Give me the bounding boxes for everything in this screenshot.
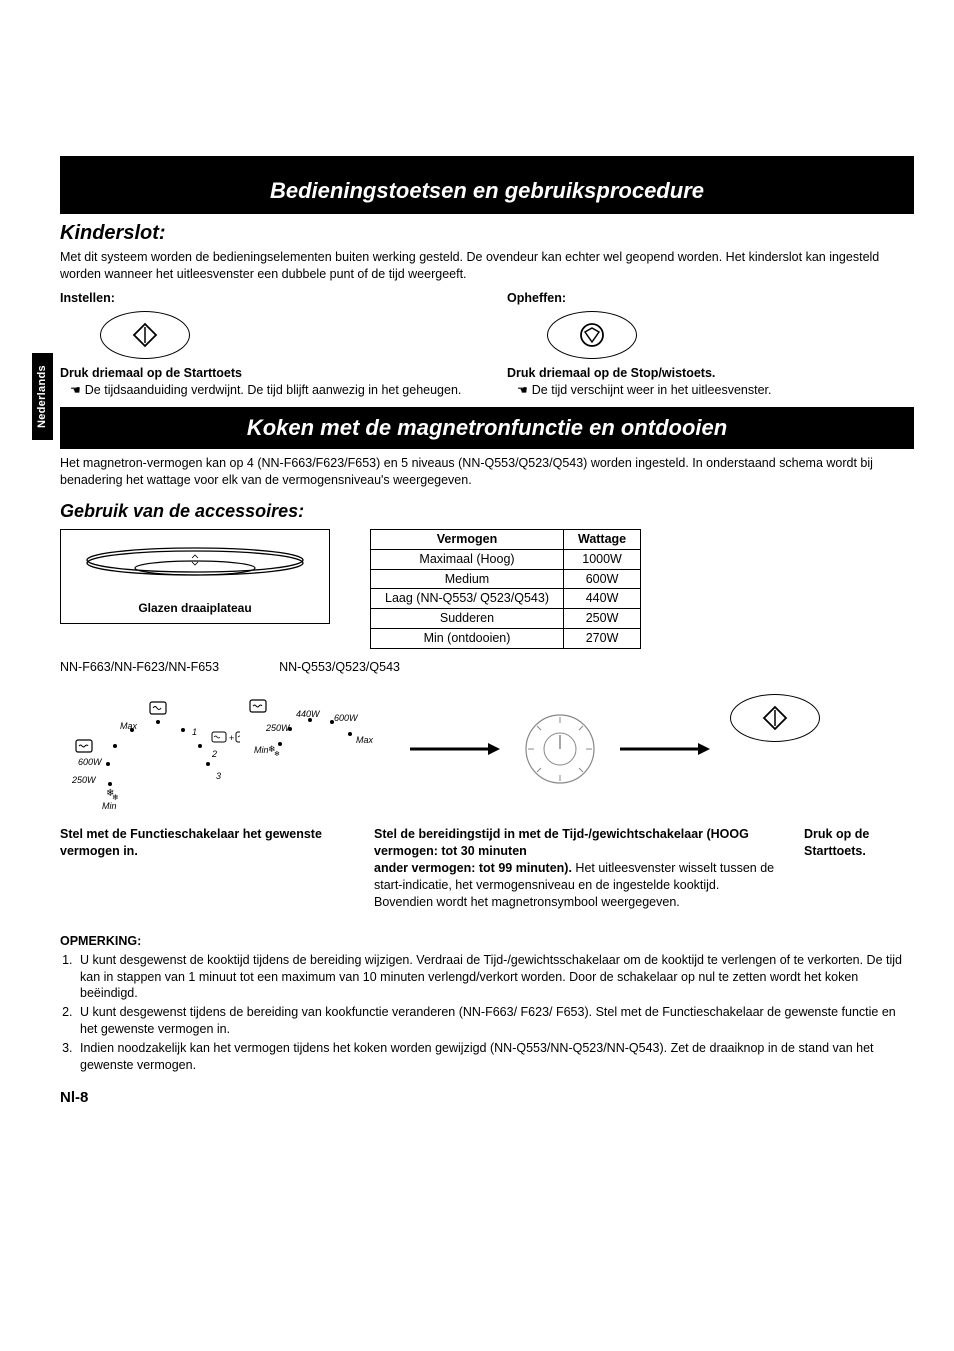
note-1: U kunt desgewenst de kooktijd tijdens de… — [76, 952, 914, 1003]
diamond-start-icon — [762, 705, 788, 731]
pointer-icon: ☚ — [517, 384, 528, 396]
stop-button-graphic — [547, 311, 637, 359]
power-table: Vermogen Wattage Maximaal (Hoog)1000W Me… — [370, 529, 641, 649]
plate-caption: Glazen draaiplateau — [71, 600, 319, 616]
page-number: Nl-8 — [60, 1088, 914, 1108]
kinderslot-intro: Met dit systeem worden de bedieningselem… — [60, 249, 914, 283]
start-button-graphic-2 — [730, 694, 820, 742]
language-tab: Nederlands — [32, 353, 53, 440]
cancel-caption: Druk driemaal op de Stop/wistoets. — [507, 365, 914, 382]
d1-n3: 3 — [216, 770, 221, 782]
timer-dial — [520, 709, 600, 794]
step2b: ander vermogen: tot 99 minuten). — [374, 861, 575, 875]
d1-max: Max — [120, 720, 137, 732]
kinderslot-title: Kinderslot: — [60, 220, 914, 247]
dial2-label: NN-Q553/Q523/Q543 — [279, 659, 400, 676]
d1-min: Min — [102, 800, 117, 812]
d2-440w: 440W — [296, 708, 320, 720]
dial-2: ❄ ❄ 440W 250W 600W Min Max — [240, 694, 390, 779]
table-cell: Medium — [371, 569, 564, 589]
step1: Stel met de Functieschakelaar het gewens… — [60, 827, 322, 858]
notes-list: U kunt desgewenst de kooktijd tijdens de… — [76, 952, 914, 1074]
opmerking-title: OPMERKING: — [60, 933, 914, 950]
cancel-column: Opheffen: Druk driemaal op de Stop/wisto… — [507, 290, 914, 399]
cancel-label: Opheffen: — [507, 290, 914, 307]
set-caption: Druk driemaal op de Starttoets — [60, 365, 467, 382]
d1-n1: 1 — [192, 726, 197, 738]
table-cell: 440W — [563, 589, 640, 609]
dial1-label: NN-F663/NN-F623/NN-F653 — [60, 659, 219, 676]
glass-plate-icon — [80, 540, 310, 590]
header-bar-2: Koken met de magnetronfunctie en ontdooi… — [60, 407, 914, 449]
pointer-icon: ☚ — [70, 384, 81, 396]
svg-text:+: + — [229, 733, 234, 743]
arrow-2 — [620, 739, 710, 764]
cook-intro: Het magnetron-vermogen kan op 4 (NN-F663… — [60, 455, 914, 489]
d2-max: Max — [356, 734, 373, 746]
dial-1: + ❄ ❄ Max 600W 250W Min 1 2 3 — [60, 694, 240, 809]
table-cell: 270W — [563, 629, 640, 649]
table-cell: Min (ontdooien) — [371, 629, 564, 649]
d2-250w: 250W — [266, 722, 290, 734]
table-cell: Laag (NN-Q553/ Q523/Q543) — [371, 589, 564, 609]
table-cell: Sudderen — [371, 609, 564, 629]
header-bar-1: Bedieningstoetsen en gebruiksprocedure — [60, 160, 914, 214]
d1-600w: 600W — [78, 756, 102, 768]
note-2: U kunt desgewenst tijdens de bereiding v… — [76, 1004, 914, 1038]
table-cell: Maximaal (Hoog) — [371, 549, 564, 569]
d2-min: Min — [254, 744, 269, 756]
set-note: De tijdsaanduiding verdwijnt. De tijd bl… — [85, 382, 462, 399]
stop-shield-icon — [579, 322, 605, 348]
th-vermogen: Vermogen — [371, 529, 564, 549]
set-label: Instellen: — [60, 290, 467, 307]
table-cell: 1000W — [563, 549, 640, 569]
th-wattage: Wattage — [563, 529, 640, 549]
start-button-graphic — [100, 311, 190, 359]
table-cell: 600W — [563, 569, 640, 589]
note-3: Indien noodzakelijk kan het vermogen tij… — [76, 1040, 914, 1074]
d2-600w: 600W — [334, 712, 358, 724]
d1-n2: 2 — [212, 748, 217, 760]
glass-plate-box: Glazen draaiplateau — [60, 529, 330, 624]
step3: Druk op de Starttoets. — [804, 827, 869, 858]
table-cell: 250W — [563, 609, 640, 629]
d1-250w: 250W — [72, 774, 96, 786]
step2a: Stel de bereidingstijd in met de Tijd-/g… — [374, 827, 749, 858]
svg-text:❄: ❄ — [274, 750, 280, 758]
cancel-note: De tijd verschijnt weer in het uitleesve… — [532, 382, 772, 399]
arrow-1 — [410, 739, 500, 764]
accessories-title: Gebruik van de accessoires: — [60, 499, 914, 523]
diamond-start-icon — [132, 322, 158, 348]
set-column: Instellen: Druk driemaal op de Starttoet… — [60, 290, 467, 399]
